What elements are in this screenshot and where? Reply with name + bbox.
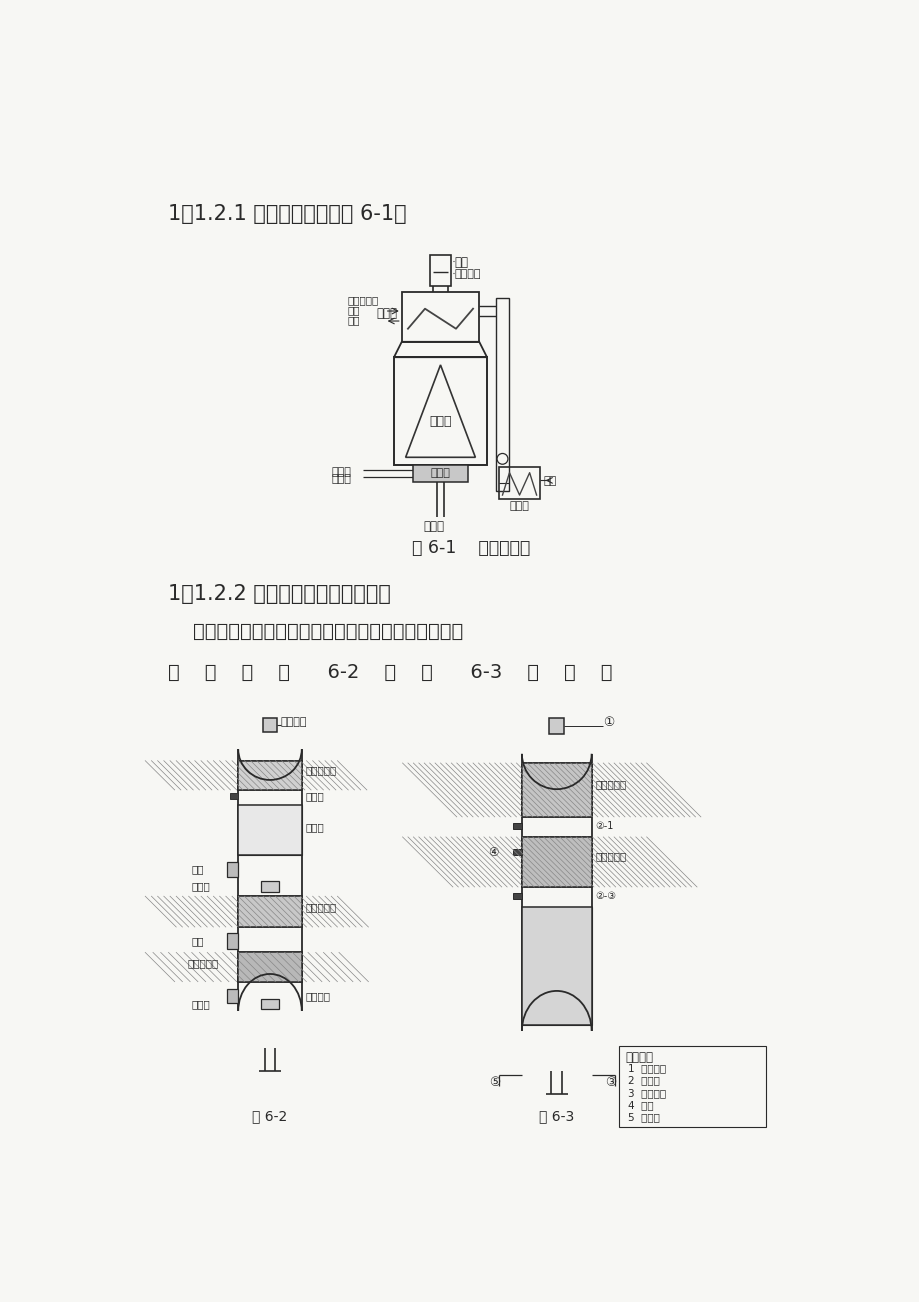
Text: 出口: 出口	[347, 315, 359, 326]
Bar	[238, 806, 301, 855]
Text: 4  人孔: 4 人孔	[628, 1100, 653, 1111]
Bar	[521, 837, 591, 887]
Text: ⑤: ⑤	[489, 1075, 500, 1088]
Bar	[521, 763, 591, 816]
Bar	[521, 763, 591, 816]
Bar	[413, 465, 467, 482]
Bar	[238, 896, 301, 927]
Text: 1．1.2.1 原料预热炉，见图 6-1。: 1．1.2.1 原料预热炉，见图 6-1。	[167, 204, 406, 224]
Text: 进口: 进口	[347, 306, 359, 315]
Bar	[521, 907, 591, 1025]
Bar	[512, 823, 521, 829]
Text: 气体出口: 气体出口	[305, 991, 330, 1001]
Text: 5  卸料口: 5 卸料口	[628, 1113, 659, 1122]
Bar	[231, 793, 238, 799]
Circle shape	[496, 453, 507, 465]
Bar	[260, 881, 279, 892]
Text: 人孔: 人孔	[191, 865, 204, 874]
Bar	[260, 999, 279, 1009]
Bar	[238, 760, 301, 790]
Bar	[512, 849, 521, 855]
Bar	[263, 719, 277, 732]
Text: 脱硫催化剂: 脱硫催化剂	[595, 852, 626, 861]
Text: 卸料管: 卸料管	[191, 999, 210, 1009]
Text: 原料脱硫部分的反应器主要有加氢反应器和脱硫反应: 原料脱硫部分的反应器主要有加氢反应器和脱硫反应	[167, 622, 462, 641]
Text: 脱氯催化剂: 脱氯催化剂	[187, 958, 219, 969]
Bar	[227, 934, 238, 949]
Bar	[521, 907, 591, 1025]
Bar	[238, 760, 301, 790]
Bar	[499, 466, 539, 499]
Text: 保温层: 保温层	[305, 822, 324, 832]
Bar	[238, 896, 301, 927]
Text: 燃烧器: 燃烧器	[430, 469, 450, 478]
Bar	[238, 806, 301, 855]
Bar	[227, 990, 238, 1004]
Text: 雾化剂: 雾化剂	[332, 474, 351, 484]
Bar	[238, 953, 301, 982]
Text: ①: ①	[603, 716, 614, 729]
Text: ②-1: ②-1	[595, 822, 613, 831]
Bar	[495, 298, 508, 491]
Text: ④: ④	[488, 846, 498, 859]
Text: 空气: 空气	[543, 475, 556, 486]
Bar	[521, 837, 591, 887]
Text: 图 6-1    原料预热炉: 图 6-1 原料预热炉	[412, 539, 530, 557]
Text: 对流室: 对流室	[377, 307, 397, 320]
Text: 被加热介质: 被加热介质	[347, 294, 379, 305]
Text: 热电偶: 热电偶	[305, 792, 324, 801]
Text: 加氢催化剂: 加氢催化剂	[305, 902, 336, 911]
Text: 3  气体出口: 3 气体出口	[628, 1088, 665, 1098]
Bar	[238, 953, 301, 982]
Text: 加氢催化剂: 加氢催化剂	[305, 766, 336, 775]
Text: ②-③: ②-③	[595, 891, 616, 901]
Bar	[549, 719, 564, 734]
Bar	[227, 862, 238, 878]
Text: 2  热电偶: 2 热电偶	[628, 1075, 659, 1086]
Bar	[429, 255, 451, 285]
Bar	[402, 292, 479, 342]
Text: 辐射室: 辐射室	[429, 415, 451, 428]
Text: 图 6-2: 图 6-2	[252, 1109, 288, 1124]
Bar	[618, 1047, 766, 1128]
Text: 1  气体入口: 1 气体入口	[628, 1064, 665, 1073]
Text: 开口说明: 开口说明	[624, 1051, 652, 1064]
Bar	[512, 893, 521, 900]
Text: 气体入口: 气体入口	[280, 717, 307, 728]
Text: 器    ，    如    图      6-2    、    图      6-3    所    示    。: 器 ， 如 图 6-2 、 图 6-3 所 示 。	[167, 663, 611, 682]
Text: 人孔: 人孔	[191, 936, 204, 945]
Text: 空预器: 空预器	[509, 501, 529, 512]
Text: 燃料油: 燃料油	[332, 466, 351, 477]
Bar	[393, 357, 486, 465]
Text: 燃料气: 燃料气	[424, 521, 444, 534]
Text: 烟道挡板: 烟道挡板	[454, 268, 481, 279]
Text: 烟囱: 烟囱	[454, 256, 468, 270]
Text: 脱硫催化剂: 脱硫催化剂	[595, 780, 626, 789]
Text: ③: ③	[605, 1075, 616, 1088]
Text: 图 6-3: 图 6-3	[539, 1109, 573, 1124]
Text: 1．1.2.2 加氢反应器与脱硫反应器: 1．1.2.2 加氢反应器与脱硫反应器	[167, 583, 391, 604]
Text: 卸料管: 卸料管	[191, 881, 210, 891]
